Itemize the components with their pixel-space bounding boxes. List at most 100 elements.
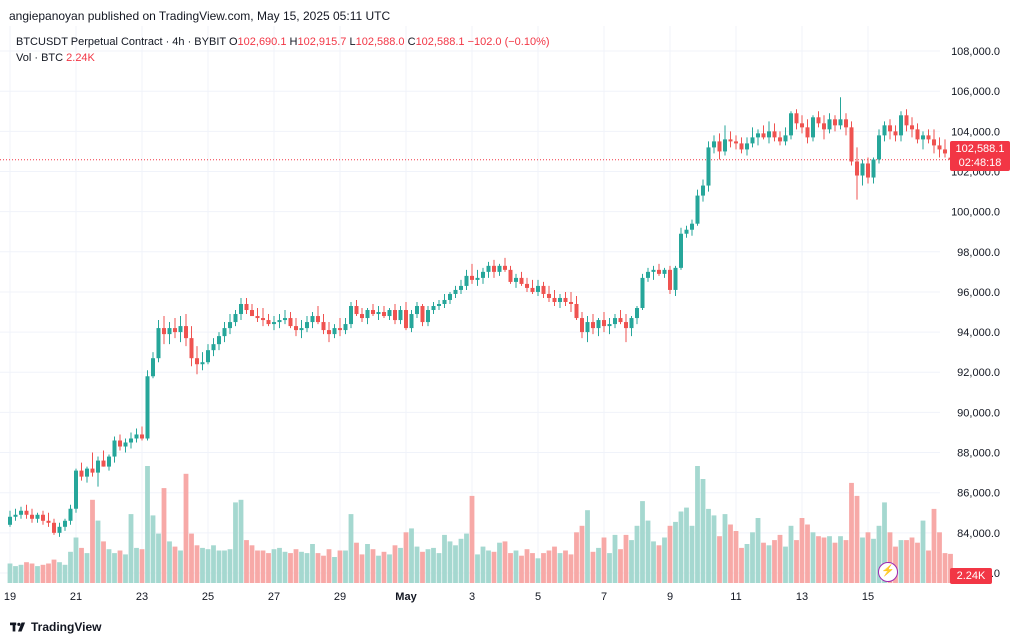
volume-bar bbox=[35, 566, 40, 583]
volume-bar bbox=[194, 545, 200, 583]
volume-bar bbox=[414, 546, 420, 583]
volume-bar bbox=[546, 550, 552, 583]
volume-bar bbox=[354, 542, 359, 583]
volume-bar bbox=[799, 518, 805, 583]
candle-body bbox=[481, 271, 485, 278]
y-tick-label: 94,000.0 bbox=[957, 327, 1000, 339]
candle-body bbox=[393, 310, 397, 321]
volume-bar bbox=[904, 540, 909, 583]
candle-body bbox=[140, 434, 144, 439]
candle-body bbox=[195, 358, 199, 365]
volume-bar bbox=[623, 534, 629, 583]
chart-legend: BTCUSDT Perpetual Contract · 4h · BYBIT … bbox=[16, 34, 550, 66]
candle-body bbox=[662, 269, 667, 274]
legend-high-label: H bbox=[289, 36, 298, 48]
candle-body bbox=[629, 318, 634, 329]
volume-bar bbox=[365, 544, 370, 583]
volume-bar bbox=[150, 515, 156, 583]
candle-body bbox=[893, 131, 898, 136]
volume-bar bbox=[227, 549, 233, 583]
candle-body bbox=[8, 516, 12, 525]
volume-bar bbox=[524, 549, 530, 583]
x-tick-label: 19 bbox=[4, 591, 16, 603]
tradingview-logo[interactable]: TradingView bbox=[10, 620, 101, 634]
candle-body bbox=[244, 303, 249, 311]
volume-bar bbox=[453, 545, 458, 583]
candle-body bbox=[783, 135, 788, 142]
candle-body bbox=[723, 139, 727, 152]
candle-body bbox=[79, 470, 84, 477]
volume-bar bbox=[513, 550, 519, 583]
y-tick-label: 86,000.0 bbox=[957, 488, 1000, 500]
volume-bar bbox=[915, 542, 920, 583]
volume-bar bbox=[816, 536, 821, 583]
legend-volume-value: 2.24K bbox=[66, 52, 95, 64]
volume-bar bbox=[909, 537, 915, 583]
volume-bar bbox=[640, 501, 645, 583]
volume-bar bbox=[629, 540, 634, 583]
x-tick-label: 3 bbox=[469, 591, 475, 603]
legend-close-label: C bbox=[407, 36, 416, 48]
volume-bar bbox=[332, 557, 337, 583]
candle-body bbox=[844, 119, 848, 128]
volume-bar bbox=[29, 563, 35, 583]
volume-bar bbox=[139, 549, 145, 583]
volume-bar bbox=[821, 537, 827, 583]
volume-bar bbox=[728, 524, 733, 583]
candle-body bbox=[321, 322, 326, 331]
volume-bar bbox=[695, 466, 700, 583]
volume-bar bbox=[376, 555, 381, 583]
volume-bar bbox=[766, 545, 772, 583]
volume-bar bbox=[469, 495, 475, 583]
x-tick-label: 13 bbox=[796, 591, 808, 603]
legend-row-price: BTCUSDT Perpetual Contract · 4h · BYBIT … bbox=[16, 34, 550, 50]
volume-bar bbox=[233, 502, 238, 583]
candle-body bbox=[409, 314, 414, 329]
candle-body bbox=[541, 285, 546, 294]
volume-bar bbox=[260, 550, 266, 583]
candle-body bbox=[35, 514, 40, 519]
volume-bar bbox=[849, 482, 854, 583]
candle-body bbox=[866, 163, 870, 178]
candle-body bbox=[580, 318, 584, 333]
candle-body bbox=[420, 306, 425, 323]
volume-bar bbox=[552, 546, 557, 583]
candle-body bbox=[101, 460, 106, 467]
volume-bar bbox=[563, 550, 568, 583]
volume-bar bbox=[277, 547, 282, 583]
candle-body bbox=[228, 322, 232, 329]
legend-open-label: O bbox=[228, 36, 238, 48]
y-tick-label: 108,000.0 bbox=[951, 46, 1000, 58]
volume-bar bbox=[156, 533, 161, 583]
volume-bar bbox=[755, 518, 761, 583]
legend-symbol[interactable]: BTCUSDT Perpetual Contract · 4h · BYBIT bbox=[16, 36, 226, 48]
volume-bar bbox=[62, 564, 68, 583]
volume-bar bbox=[359, 554, 365, 583]
candle-body bbox=[206, 350, 210, 363]
x-tick-label: 9 bbox=[667, 591, 673, 603]
legend-low-label: L bbox=[349, 36, 356, 48]
candle-body bbox=[239, 303, 243, 315]
candle-body bbox=[272, 322, 276, 325]
candle-body bbox=[596, 320, 601, 329]
volume-bar bbox=[634, 525, 640, 583]
candle-body bbox=[706, 147, 711, 186]
y-tick-label: 96,000.0 bbox=[957, 287, 1000, 299]
candle-body bbox=[63, 520, 67, 527]
chart-area[interactable]: 108,000.0 106,000.0 104,000.0 102,000.0 100,… bbox=[0, 26, 1024, 612]
volume-bar bbox=[739, 547, 744, 583]
candle-body bbox=[536, 285, 540, 292]
volume-bar bbox=[73, 537, 79, 583]
lightning-icon[interactable]: ⚡ bbox=[878, 562, 898, 582]
legend-volume-label[interactable]: Vol · BTC bbox=[16, 52, 64, 64]
candle-body bbox=[937, 145, 942, 150]
candle-body bbox=[134, 434, 139, 439]
candle-body bbox=[448, 293, 452, 300]
volume-bar bbox=[497, 542, 502, 583]
candlestick-chart[interactable]: 108,000.0106,000.0104,000.0102,000.0100,… bbox=[0, 26, 1024, 612]
candle-body bbox=[585, 322, 590, 333]
volume-bar bbox=[568, 554, 574, 583]
candle-body bbox=[712, 141, 716, 148]
candle-body bbox=[607, 324, 612, 327]
volume-bar bbox=[161, 488, 167, 583]
